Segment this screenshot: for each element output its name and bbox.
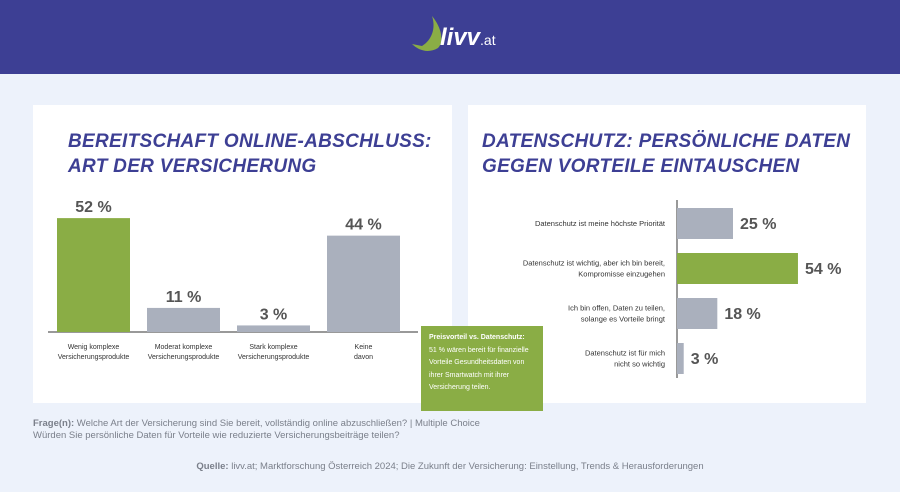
info-box: Preisvorteil vs. Datenschutz: 51 % wären… [421, 326, 543, 411]
category-label: Datenschutz ist für mich [585, 349, 665, 358]
category-label: nicht so wichtig [614, 360, 665, 369]
category-label: Kompromisse einzugehen [578, 270, 665, 279]
chart-card-online: BEREITSCHAFT ONLINE-ABSCHLUSS: ART DER VE… [33, 105, 452, 403]
category-label: Versicherungsprodukte [58, 354, 130, 361]
category-label: Keine [355, 344, 373, 351]
bar [147, 307, 220, 332]
category-label: Ich bin offen, Daten zu teilen, [568, 304, 665, 313]
bar [677, 253, 798, 284]
chart-title: BEREITSCHAFT ONLINE-ABSCHLUSS: ART DER VE… [68, 131, 432, 177]
bar [57, 218, 130, 332]
category-label: Datenschutz ist wichtig, aber ich bin be… [523, 259, 665, 268]
category-label: Wenig komplexe [68, 344, 120, 351]
logo-text: livv.at [440, 24, 496, 51]
bar [327, 235, 400, 332]
category-label: Versicherungsprodukte [238, 354, 310, 361]
bar-value-label: 52 % [75, 199, 111, 216]
bar-value-label: 25 % [740, 216, 776, 233]
category-label: Versicherungsprodukte [148, 354, 220, 361]
bar [677, 343, 684, 374]
bar-value-label: 11 % [166, 289, 202, 306]
source-text: Quelle: livv.at; Marktforschung Österrei… [196, 461, 704, 472]
horizontal-bar-chart: 25 % Datenschutz ist meine höchste Priori… [523, 200, 841, 378]
livv-logo-bird-icon [412, 16, 442, 51]
info-box-body: 51 % wären bereit für finanzielle Vortei… [429, 346, 529, 392]
question-text: Frage(n): Welche Art der Versicherung si… [33, 418, 480, 441]
category-label: davon [354, 354, 373, 361]
bar-value-label: 44 % [345, 217, 381, 234]
bar-value-label: 3 % [260, 306, 288, 323]
category-label: Datenschutz ist meine höchste Priorität [535, 219, 666, 228]
bar [237, 325, 310, 332]
bar-value-label: 18 % [724, 306, 760, 323]
category-label: Stark komplexe [249, 344, 297, 351]
vertical-bar-chart: 52 % Wenig komplexe Versicherungsprodukte 1… [48, 199, 418, 361]
category-label: Moderat komplexe [155, 344, 213, 351]
bar-value-label: 54 % [805, 261, 841, 278]
bar-value-label: 3 % [691, 351, 719, 368]
chart-title: DATENSCHUTZ: PERSÖNLICHE DATEN GEGEN VORT… [482, 131, 851, 177]
bar [677, 298, 718, 329]
category-label: solange es Vorteile bringt [581, 315, 666, 324]
bar [677, 208, 733, 239]
info-box-title: Preisvorteil vs. Datenschutz: [429, 334, 525, 341]
header: livv.at [0, 0, 900, 74]
